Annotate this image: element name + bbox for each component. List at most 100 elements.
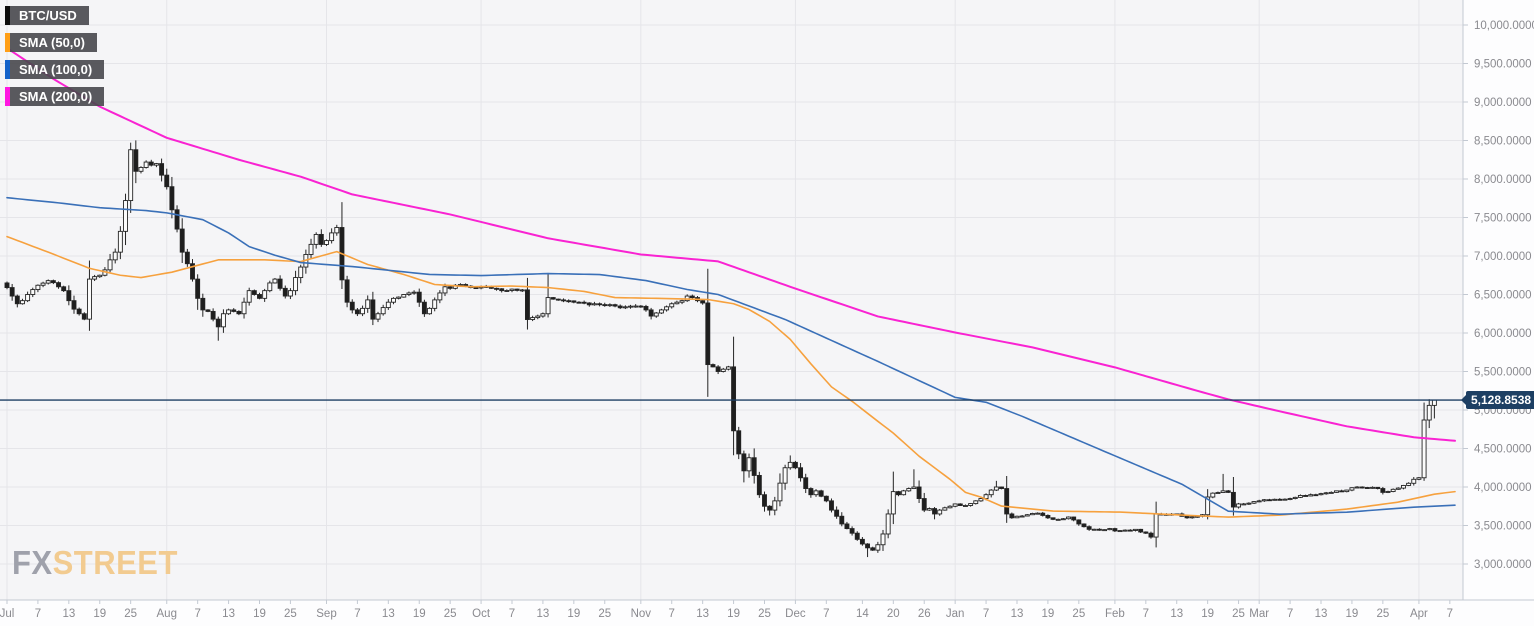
candle-down (190, 263, 195, 280)
candle-up (153, 163, 159, 166)
candle-up (1236, 503, 1242, 508)
x-axis-label: Aug (157, 608, 177, 620)
y-axis-label: 6,500.0000 (1474, 290, 1532, 302)
candle-up (622, 306, 628, 309)
candle-down (571, 300, 577, 303)
candle-up (674, 301, 680, 305)
candle-down (1364, 487, 1370, 489)
candle-up (628, 305, 633, 308)
candle-up (334, 227, 340, 234)
y-axis-label: 9,000.0000 (1474, 97, 1532, 109)
legend-color-bar (5, 87, 10, 106)
candle-down (1127, 529, 1133, 532)
candle-down (859, 538, 865, 545)
candle-down (81, 313, 87, 320)
candle-up (1395, 487, 1401, 490)
x-axis-label: Nov (631, 608, 652, 620)
candle-up (973, 500, 979, 505)
x-axis-label: 19 (567, 608, 580, 620)
candle-up (1066, 516, 1071, 520)
candle-up (1416, 477, 1422, 480)
legend-item-btcusd[interactable]: BTC/USD (5, 6, 89, 25)
candle-up (324, 240, 329, 245)
legend-item-sma50[interactable]: SMA (50,0) (5, 33, 97, 52)
candle-up (375, 313, 381, 320)
x-axis-label: Dec (785, 608, 806, 620)
candle-up (246, 290, 252, 303)
watermark-street: STREET (52, 544, 178, 582)
candle-down (50, 280, 56, 284)
candle-down (870, 547, 876, 551)
x-axis-label: 25 (124, 608, 137, 620)
x-axis-label: 7 (983, 608, 989, 620)
candle-up (937, 509, 943, 515)
candle-up (1401, 485, 1406, 489)
candle-up (901, 490, 907, 496)
candle-down (159, 163, 165, 176)
candle-up (978, 498, 984, 502)
candle-down (231, 309, 237, 312)
candle-down (236, 310, 242, 315)
candle-down (473, 287, 479, 290)
x-axis-label: 20 (887, 608, 900, 620)
candle-up (128, 149, 134, 202)
candle-down (932, 508, 937, 515)
candle-down (148, 161, 154, 166)
x-axis-label: 25 (758, 608, 771, 620)
candle-up (509, 288, 515, 291)
candle-down (61, 286, 67, 292)
x-axis-label: 25 (1072, 608, 1085, 620)
x-axis-label: 13 (222, 608, 235, 620)
candle-down (14, 295, 20, 305)
x-axis-label: Apr (1410, 608, 1428, 620)
candle-up (720, 368, 726, 372)
x-axis-label: 26 (918, 608, 931, 620)
candle-down (1359, 486, 1365, 489)
candle-down (282, 287, 288, 297)
x-axis-label: 25 (444, 608, 457, 620)
y-axis-label: 10,000.0000 (1474, 20, 1534, 32)
candle-up (1019, 515, 1025, 518)
candle-down (179, 228, 185, 253)
candle-up (664, 306, 670, 311)
candle-up (1091, 528, 1097, 531)
candle-up (607, 304, 613, 307)
x-axis-label: 13 (62, 608, 75, 620)
candle-up (1421, 419, 1427, 479)
candle-up (1318, 493, 1324, 496)
x-axis-label: 13 (1315, 608, 1328, 620)
sma50-line (6, 235, 1456, 518)
candle-up (1256, 500, 1262, 503)
candle-down (602, 304, 608, 307)
candle-down (1081, 523, 1087, 528)
candle-down (1277, 498, 1283, 501)
x-axis-label: 19 (413, 608, 426, 620)
legend-item-sma100[interactable]: SMA (100,0) (5, 60, 105, 79)
candle-up (1431, 399, 1437, 406)
candle-down (957, 503, 963, 506)
candle-up (86, 278, 92, 320)
x-axis-label: 7 (354, 608, 360, 620)
candle-up (92, 276, 98, 280)
legend-item-sma200[interactable]: SMA (200,0) (5, 87, 105, 106)
x-axis-label: 13 (537, 608, 550, 620)
legend-label: BTC/USD (19, 8, 77, 23)
x-axis-label: 19 (727, 608, 740, 620)
candle-up (1102, 529, 1108, 532)
x-axis-label: 14 (856, 608, 869, 620)
candle-up (143, 161, 149, 168)
x-axis-label: Oct (472, 608, 491, 620)
candle-up (746, 457, 752, 472)
candle-down (581, 301, 587, 304)
candle-down (555, 298, 561, 301)
legend-color-bar (5, 60, 10, 79)
candle-up (360, 307, 366, 315)
candle-down (1071, 516, 1077, 521)
candle-down (421, 301, 427, 315)
candle-down (56, 282, 61, 288)
candle-up (947, 505, 953, 509)
candle-up (1426, 404, 1432, 421)
candle-up (963, 505, 968, 507)
candle-up (1133, 528, 1138, 531)
